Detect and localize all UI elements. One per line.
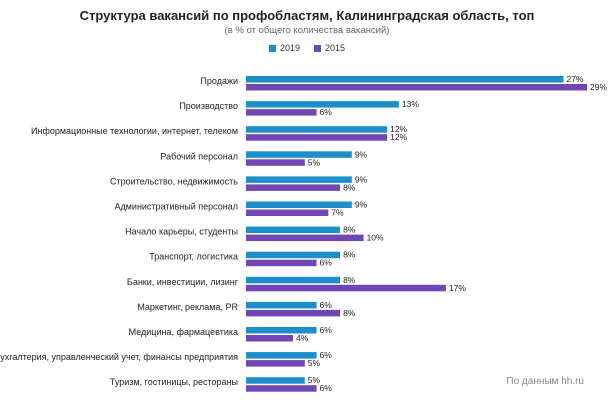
legend-item-2019: 2019	[268, 43, 300, 53]
category-label: Транспорт, логистика	[149, 252, 238, 262]
value-label-2019: 9%	[355, 200, 368, 210]
chart-title: Структура вакансий по профобластям, Кали…	[79, 8, 535, 23]
bar-2019	[246, 176, 352, 183]
bar-2015	[246, 335, 294, 342]
value-label-2015: 4%	[296, 333, 309, 343]
category-label: Бухгалтерия, управленческий учет, финанс…	[0, 352, 238, 362]
value-label-2019: 12%	[390, 124, 407, 134]
value-label-2015: 6%	[320, 383, 333, 393]
category-label: Маркетинг, реклама, PR	[137, 302, 238, 312]
bar-2015	[246, 259, 317, 267]
value-label-2015: 7%	[331, 208, 344, 218]
bar-2019	[246, 377, 305, 384]
value-label-2015: 17%	[449, 283, 466, 293]
bar-2015	[246, 234, 364, 242]
legend-swatch-2019	[268, 44, 276, 52]
bar-2015	[246, 109, 317, 116]
legend-label-2015: 2015	[325, 43, 346, 53]
source-note: По данным hh.ru	[506, 376, 584, 387]
value-label-2019: 9%	[355, 174, 368, 184]
bar-2019	[246, 201, 352, 208]
value-label-2015: 10%	[367, 233, 384, 243]
value-label-2019: 8%	[343, 275, 356, 285]
bar-2015	[246, 209, 329, 216]
bar-2019	[246, 352, 317, 359]
value-label-2015: 5%	[308, 157, 321, 167]
bar-2019	[246, 126, 388, 133]
bar-2015	[246, 309, 341, 317]
value-label-2019: 5%	[308, 375, 321, 385]
bar-2019	[246, 251, 341, 259]
chart-legend: 2019 2015	[0, 43, 614, 53]
value-label-2015: 8%	[343, 308, 356, 318]
category-label: Рабочий персонал	[160, 151, 238, 161]
category-label: Информационные технологии, интернет, тел…	[31, 126, 238, 136]
category-label: Медицина, фармацевтика	[129, 327, 238, 337]
value-label-2019: 9%	[355, 149, 368, 159]
category-label: Начало карьеры, студенты	[125, 227, 238, 237]
value-label-2019: 8%	[343, 225, 356, 235]
category-label: Строительство, недвижимость	[110, 176, 238, 186]
bar-2015	[246, 159, 305, 166]
bar-2015	[246, 284, 446, 292]
category-label: Производство	[179, 101, 238, 111]
bar-2019	[246, 76, 564, 83]
value-label-2019: 6%	[320, 325, 333, 335]
bar-2019	[246, 327, 317, 334]
bar-2019	[246, 226, 341, 234]
category-label: Туризм, гостиницы, рестораны	[110, 377, 238, 387]
bar-2019	[246, 151, 352, 158]
bar-2019	[246, 101, 399, 108]
value-label-2015: 6%	[320, 258, 333, 268]
chart-subtitle: (в % от общего количества вакансий)	[224, 25, 390, 36]
value-label-2015: 29%	[590, 82, 607, 92]
value-label-2015: 8%	[343, 182, 356, 192]
bar-2019	[246, 276, 341, 284]
value-label-2019: 6%	[320, 300, 333, 310]
value-label-2019: 6%	[320, 350, 333, 360]
bar-2015	[246, 134, 388, 141]
bar-2015	[246, 84, 587, 91]
legend-swatch-2015	[314, 44, 321, 52]
category-label: Продажи	[200, 76, 238, 86]
category-label: Административный персонал	[114, 202, 238, 212]
value-label-2015: 5%	[308, 358, 321, 368]
value-label-2019: 13%	[402, 99, 419, 109]
category-label: Банки, инвестиции, лизинг	[127, 277, 239, 287]
value-label-2019: 8%	[343, 250, 356, 260]
bar-2015	[246, 385, 317, 392]
legend-item-2015: 2015	[314, 43, 345, 53]
value-label-2019: 27%	[566, 74, 583, 84]
bar-2015	[246, 184, 341, 191]
value-label-2015: 6%	[320, 107, 333, 117]
value-label-2015: 12%	[390, 132, 407, 142]
legend-label-2019: 2019	[279, 43, 300, 53]
bar-2015	[246, 360, 305, 367]
bar-2019	[246, 301, 317, 309]
